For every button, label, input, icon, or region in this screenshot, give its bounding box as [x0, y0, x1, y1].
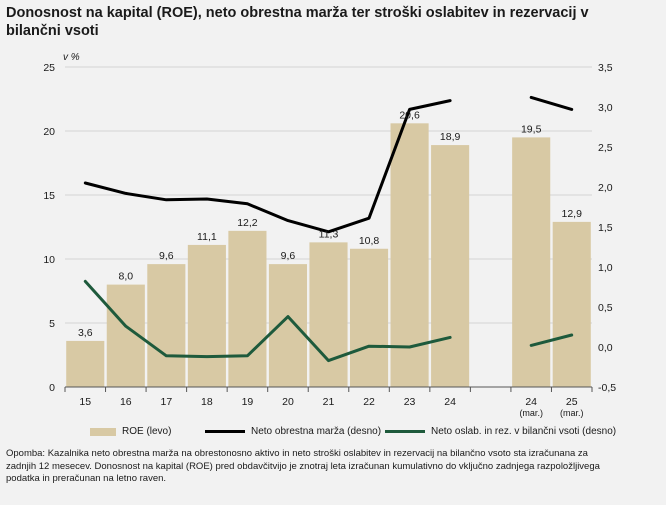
- combo-chart: 3,6 8,0 9,6 11,1 12,2 9,6 11,3 10,8 20,6 18,9 19,5…: [43, 52, 616, 418]
- roe-bar: [512, 137, 551, 387]
- legend-swatch-impairments: [385, 430, 425, 433]
- impairment-line: [83, 279, 452, 363]
- roe-bars: [66, 123, 591, 387]
- roe-bar: [309, 242, 348, 387]
- x-tick-label: 24: [525, 396, 537, 408]
- left-tick-label: 20: [43, 126, 55, 138]
- roe-bar: [147, 264, 186, 387]
- x-tick-label: 23: [404, 396, 416, 408]
- legend-swatch-nim: [205, 430, 245, 433]
- legend-swatch-roe: [90, 427, 116, 436]
- roe-data-label: 9,6: [281, 250, 296, 262]
- legend-label-nim: Neto obrestna marža (desno): [251, 426, 382, 437]
- roe-bar: [431, 145, 470, 387]
- legend-item-nim: Neto obrestna marža (desno): [205, 426, 381, 437]
- x-tick-label: 15: [79, 396, 91, 408]
- legend-item-impairments: Neto oslab. in rez. v bilančni vsoti (de…: [385, 426, 616, 437]
- roe-data-label: 11,3: [319, 228, 339, 240]
- roe-data-label: 20,6: [399, 109, 420, 121]
- left-tick-label: 5: [49, 318, 55, 330]
- x-tick-label: 19: [242, 396, 254, 408]
- impairment-line: [529, 333, 574, 347]
- roe-data-label: 12,9: [562, 208, 583, 220]
- x-tick-label: 16: [120, 396, 132, 408]
- roe-bar: [552, 221, 591, 387]
- x-tick-label: 17: [161, 396, 173, 408]
- roe-data-label: 3,6: [78, 327, 93, 339]
- left-tick-label: 15: [43, 190, 55, 202]
- left-tick-label: 10: [43, 254, 55, 266]
- right-tick-label: 2,0: [598, 182, 613, 194]
- left-tick-label: 0: [49, 382, 55, 394]
- x-tick-sublabel: (mar.): [560, 408, 584, 418]
- roe-data-label: 10,8: [359, 235, 380, 247]
- x-tick-label: 24: [444, 396, 456, 408]
- x-tick-sublabel: (mar.): [519, 408, 543, 418]
- legend: ROE (levo) Neto obrestna marža (desno) N…: [90, 426, 650, 440]
- roe-bar: [66, 340, 105, 387]
- data-labels: 3,6 8,0 9,6 11,1 12,2 9,6 11,3 10,8 20,6 18,9 19,5…: [78, 109, 582, 339]
- roe-bar: [228, 230, 267, 387]
- chart-note: Opomba: Kazalnika neto obrestna marža na…: [6, 448, 600, 484]
- x-tick-label: 21: [323, 396, 335, 408]
- left-tick-label: 25: [43, 62, 55, 74]
- nim-line: [529, 95, 574, 111]
- x-tick-label: 22: [363, 396, 375, 408]
- right-tick-label: 3,5: [598, 62, 613, 74]
- roe-bar: [268, 264, 308, 387]
- roe-data-label: 8,0: [119, 271, 134, 283]
- chart-title: Donosnost na kapital (ROE), neto obrestn…: [6, 5, 589, 39]
- roe-bar: [349, 248, 389, 387]
- legend-item-roe: ROE (levo): [90, 426, 171, 437]
- right-tick-label: -0,5: [598, 382, 616, 394]
- roe-data-label: 11,1: [197, 231, 217, 243]
- right-tick-label: 2,5: [598, 142, 613, 154]
- right-tick-label: 3,0: [598, 102, 613, 114]
- legend-label-roe: ROE (levo): [122, 426, 172, 437]
- right-tick-label: 0,0: [598, 342, 613, 354]
- legend-label-impairments: Neto oslab. in rez. v bilančni vsoti (de…: [431, 426, 617, 437]
- unit-label: v %: [63, 52, 80, 63]
- x-tick-label: 18: [201, 396, 213, 408]
- nim-line: [83, 99, 452, 234]
- x-tick-label: 25: [566, 396, 578, 408]
- roe-data-label: 12,2: [237, 217, 258, 229]
- x-tick-label: 20: [282, 396, 294, 408]
- roe-bar: [187, 244, 226, 387]
- axes: 0 5 10 15 20 25 -0,5 0,0 0,5 1,0 1,5 2,0 2,5 3,0 3,5 v …: [43, 52, 616, 418]
- roe-data-label: 18,9: [440, 131, 461, 143]
- line-series: [83, 95, 574, 363]
- right-tick-label: 1,0: [598, 262, 613, 274]
- roe-data-label: 9,6: [159, 250, 174, 262]
- roe-data-label: 19,5: [521, 123, 542, 135]
- right-tick-label: 0,5: [598, 302, 613, 314]
- right-tick-label: 1,5: [598, 222, 613, 234]
